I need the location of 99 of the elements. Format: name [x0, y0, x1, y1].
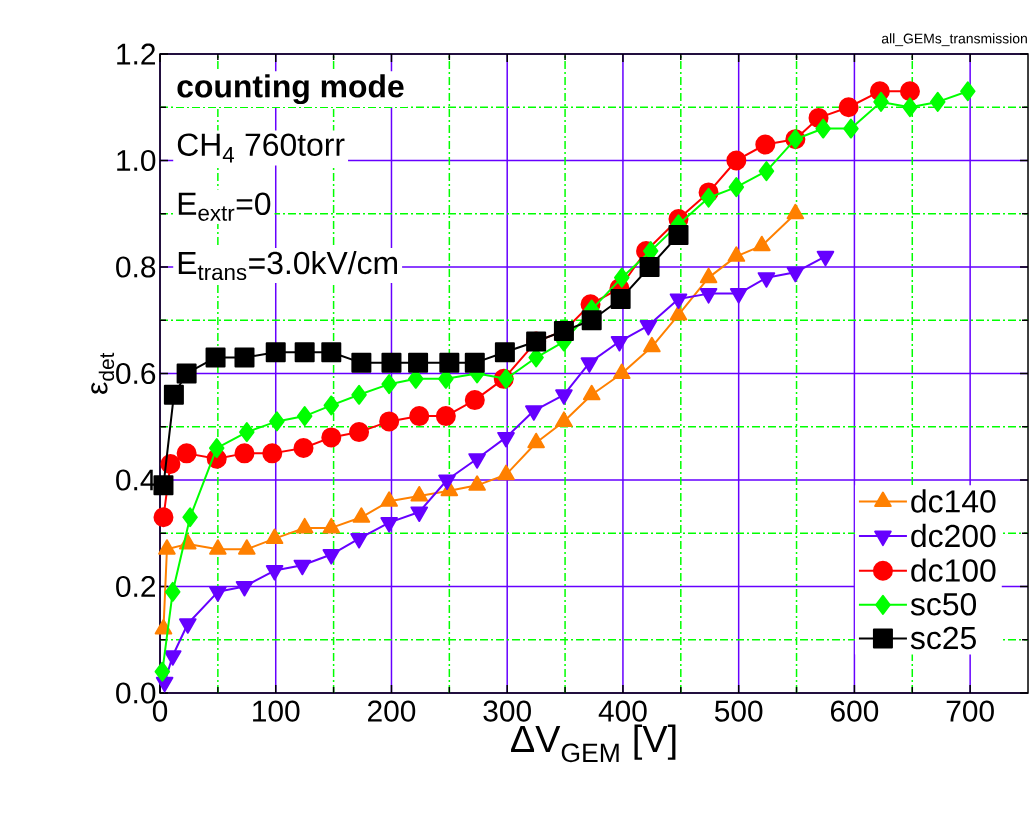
- point: [351, 352, 372, 373]
- point: [234, 347, 255, 368]
- x-tick-label: 400: [598, 700, 647, 722]
- point: [555, 389, 573, 405]
- legend-label: sc25: [910, 626, 976, 650]
- point: [381, 352, 402, 373]
- point: [581, 310, 602, 331]
- x-tick-label: 100: [253, 700, 300, 722]
- point: [176, 443, 197, 464]
- point: [786, 266, 805, 283]
- point: [208, 438, 225, 459]
- point: [464, 352, 485, 373]
- point: [669, 293, 688, 309]
- point: [294, 342, 315, 363]
- point: [379, 411, 400, 432]
- point: [235, 581, 254, 597]
- point: [497, 431, 515, 448]
- y-axis-title: ε$_{det}$: [91, 352, 115, 394]
- x-tick-label: 700: [946, 700, 994, 722]
- point: [381, 374, 397, 395]
- point: [205, 347, 226, 368]
- point: [838, 97, 859, 118]
- point: [610, 336, 629, 352]
- annotation: E$_{trans}$=3.0kV/cm: [178, 250, 397, 281]
- point: [610, 288, 631, 309]
- point: [614, 267, 630, 288]
- point: [438, 474, 456, 490]
- point: [816, 250, 835, 267]
- legend-label: dc100: [911, 558, 996, 582]
- point: [668, 225, 689, 246]
- annotation: counting mode: [177, 74, 404, 105]
- point: [321, 342, 342, 363]
- legend-label: sc50: [910, 592, 977, 616]
- point: [639, 257, 660, 277]
- point: [265, 342, 286, 363]
- legend-label: dc140: [911, 489, 996, 513]
- point: [728, 177, 745, 198]
- point: [580, 357, 599, 373]
- y-tick-label: 0.8: [116, 256, 156, 278]
- point: [350, 533, 368, 549]
- point: [902, 97, 918, 118]
- point: [176, 363, 197, 384]
- point: [265, 565, 284, 581]
- point: [498, 368, 514, 389]
- point: [960, 81, 976, 102]
- point: [351, 384, 367, 405]
- point: [758, 161, 775, 182]
- point: [349, 422, 370, 443]
- point: [700, 187, 717, 208]
- y-tick-label: 0.4: [116, 469, 156, 491]
- point: [726, 150, 747, 171]
- x-tick-label: 300: [483, 700, 531, 722]
- point: [153, 507, 174, 528]
- point: [755, 134, 776, 155]
- point: [163, 384, 184, 405]
- point: [408, 352, 429, 373]
- point: [873, 91, 889, 112]
- point: [380, 517, 398, 533]
- point: [322, 549, 341, 565]
- point: [323, 395, 340, 416]
- point: [154, 661, 171, 682]
- y-tick-label: 0.6: [116, 362, 156, 385]
- point: [262, 443, 283, 464]
- point: [234, 443, 255, 464]
- point: [464, 390, 485, 411]
- point: [239, 422, 255, 443]
- x-tick-label: 500: [714, 700, 763, 722]
- point: [164, 581, 181, 602]
- x-tick-label: 600: [830, 700, 879, 722]
- x-tick-label: 200: [368, 700, 416, 722]
- point: [843, 118, 859, 139]
- point: [163, 650, 182, 666]
- point: [182, 507, 198, 528]
- y-tick-label: 1.0: [117, 149, 156, 172]
- text: all_GEMs_transmission: [881, 33, 1027, 47]
- y-tick-label: 1.2: [117, 43, 155, 65]
- point: [269, 411, 285, 432]
- point: [293, 438, 314, 459]
- annotation: CH$_{4}$ 760torr: [177, 133, 345, 163]
- x-axis-title: ΔV$_{GEM}$ [V]: [511, 724, 676, 763]
- point: [439, 352, 460, 373]
- point: [815, 118, 831, 139]
- point: [468, 453, 486, 469]
- point: [209, 586, 227, 602]
- y-tick-label: 0.2: [116, 575, 155, 598]
- point: [296, 406, 313, 427]
- legend-label: dc200: [911, 523, 996, 548]
- point: [321, 427, 342, 448]
- point: [525, 405, 543, 421]
- point: [293, 559, 312, 576]
- point: [899, 81, 920, 102]
- point: [153, 475, 174, 496]
- point: [178, 618, 197, 634]
- point: [435, 406, 456, 427]
- point: [410, 506, 429, 522]
- point: [409, 406, 430, 427]
- point: [929, 91, 946, 112]
- point: [494, 342, 515, 363]
- annotation: E$_{extr}$=0: [178, 192, 271, 221]
